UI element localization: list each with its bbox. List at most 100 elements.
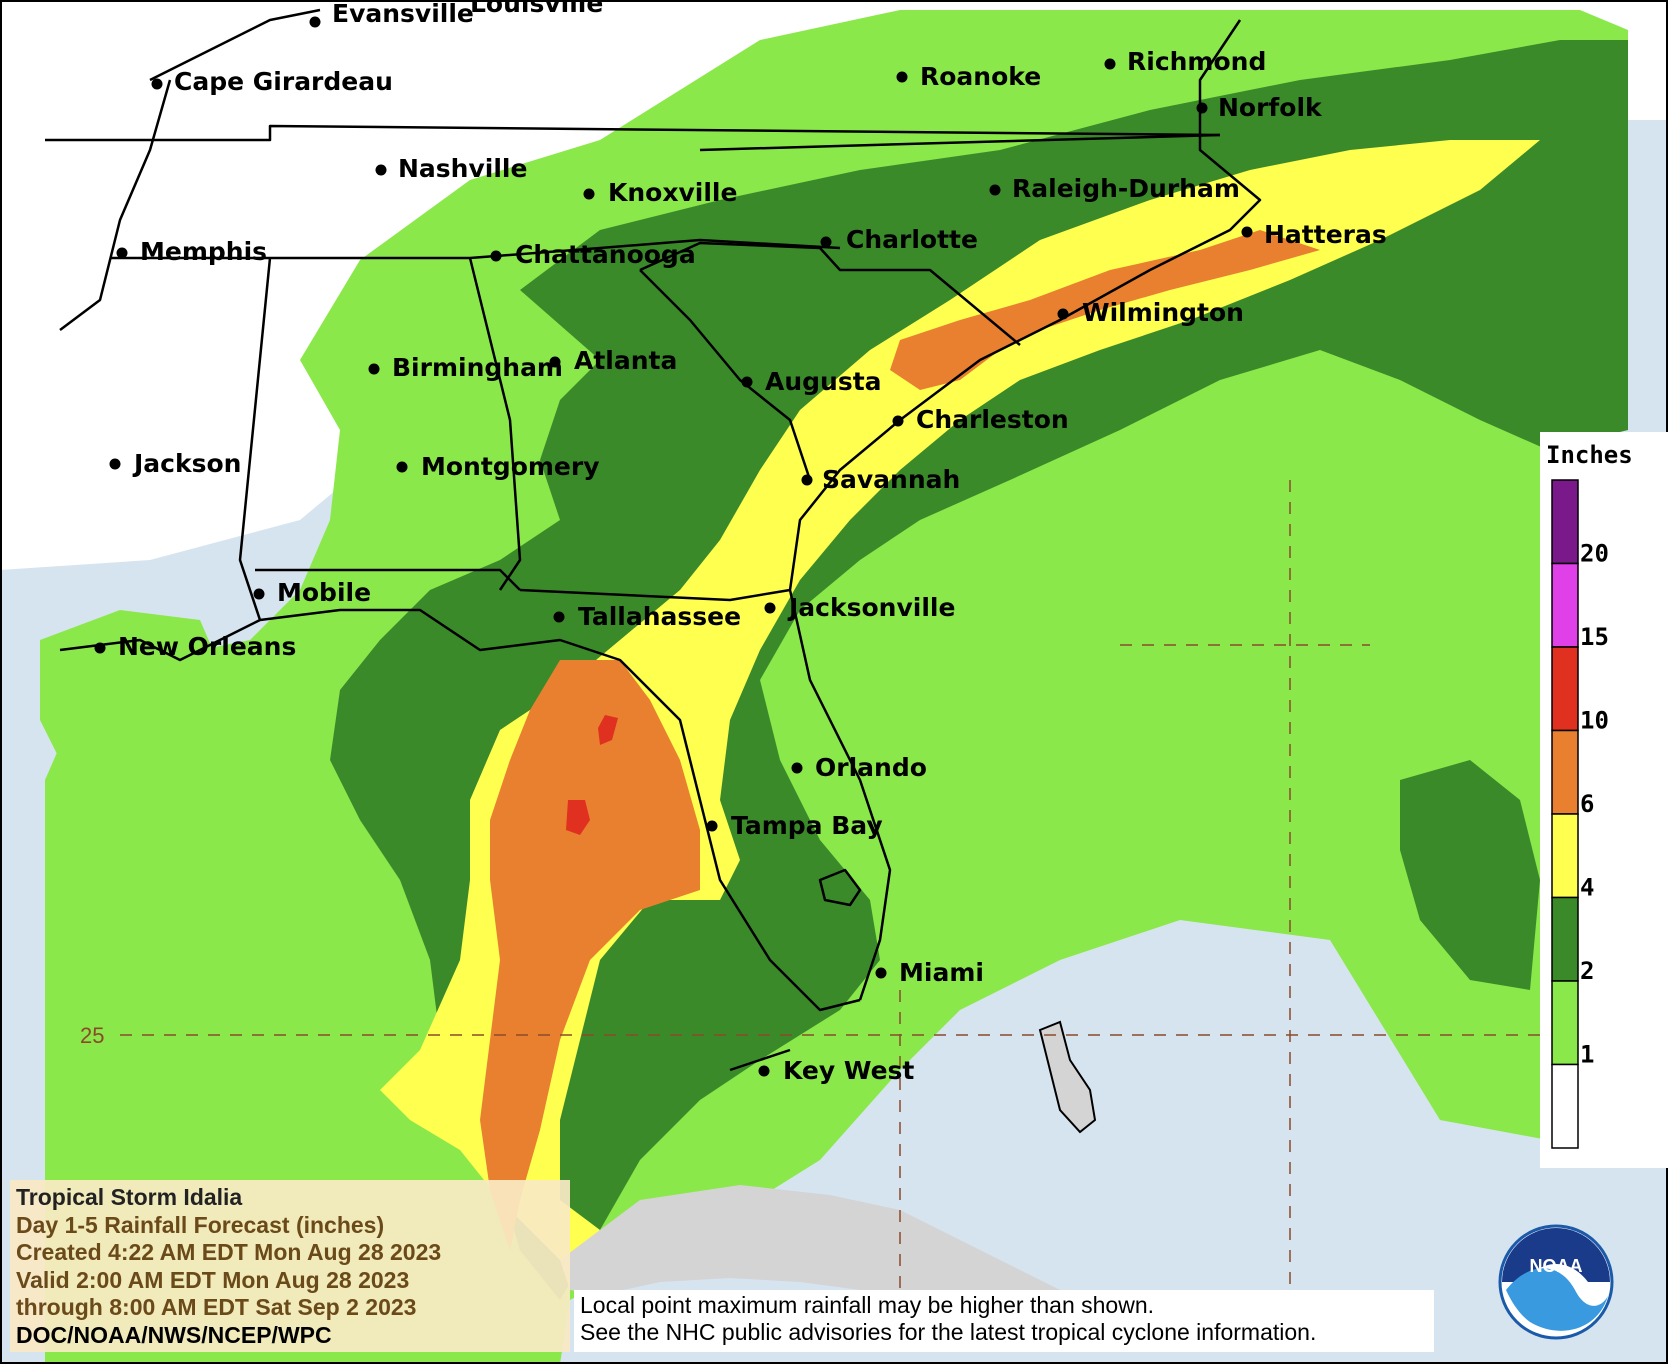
city-dot-tampa-bay xyxy=(706,820,718,832)
city-dot-chattanooga xyxy=(490,250,502,262)
gulf-coastline xyxy=(59,608,861,1012)
legend-color-bar xyxy=(1551,479,1579,1149)
legend-band xyxy=(1551,479,1579,565)
noaa-logo-top xyxy=(1502,1228,1610,1282)
city-dot-atlanta xyxy=(549,356,561,368)
city-label-hatteras: Hatteras xyxy=(1264,220,1387,249)
legend-ticks: 20 15 10 6 4 2 1 xyxy=(1580,540,1609,1069)
rain-10-15in-area xyxy=(598,715,618,745)
city-label-tallahassee: Tallahassee xyxy=(578,602,741,631)
boundaries xyxy=(45,8,1262,1072)
va-nc-border xyxy=(699,133,1221,152)
city-label-charleston: Charleston xyxy=(916,405,1069,434)
city-label-cape-girardeau: Cape Girardeau xyxy=(174,67,393,96)
city-label-augusta: Augusta xyxy=(765,367,882,396)
legend-tick-label: 15 xyxy=(1580,623,1609,651)
disclaimer-note: Local point maximum rainfall may be high… xyxy=(574,1290,1434,1352)
state-border-ga-sc xyxy=(639,269,812,481)
city-dot-roanoke xyxy=(896,71,908,83)
city-dot-richmond xyxy=(1104,58,1116,70)
city-dot-nashville xyxy=(375,164,387,176)
legend-tick-label: 6 xyxy=(1580,790,1594,818)
state-border-al-ga xyxy=(468,257,522,591)
city-dot-augusta xyxy=(741,376,753,388)
lake-okeechobee xyxy=(818,868,862,907)
city-label-tampa-bay: Tampa Bay xyxy=(731,811,883,840)
city-dot-charlotte xyxy=(820,236,832,248)
legend-band xyxy=(1551,562,1579,648)
storm-name: Tropical Storm Idalia xyxy=(16,1184,243,1210)
city-dot-new-orleans xyxy=(94,642,106,654)
city-label-charlotte: Charlotte xyxy=(846,225,978,254)
city-dot-knoxville xyxy=(583,188,595,200)
city-dot-hatteras xyxy=(1241,226,1253,238)
legend-band xyxy=(1551,646,1579,732)
disclaimer-line-2: See the NHC public advisories for the la… xyxy=(580,1319,1317,1345)
city-label-knoxville: Knoxville xyxy=(608,178,737,207)
city-label-richmond: Richmond xyxy=(1127,47,1266,76)
bahamas-island xyxy=(1038,1020,1097,1134)
city-dot-raleigh-durham xyxy=(989,184,1001,196)
city-dot-birmingham xyxy=(368,363,380,375)
city-label-evansville: Evansville xyxy=(332,0,474,28)
legend-title: Inches xyxy=(1546,441,1633,469)
city-dot-key-west xyxy=(758,1065,770,1077)
city-dot-jacksonville xyxy=(764,602,776,614)
city-dot-tallahassee xyxy=(553,611,565,623)
agency-credit: DOC/NOAA/NWS/NCEP/WPC xyxy=(16,1321,332,1348)
city-label-wilmington: Wilmington xyxy=(1082,298,1244,327)
created-time: Created 4:22 AM EDT Mon Aug 28 2023 xyxy=(16,1239,442,1265)
city-label-new-orleans: New Orleans xyxy=(118,632,296,661)
land-no-rain xyxy=(0,0,1668,570)
city-label-montgomery: Montgomery xyxy=(421,452,600,481)
city-label-memphis: Memphis xyxy=(140,237,267,266)
noaa-logo-bird xyxy=(1506,1268,1608,1331)
city-dot-montgomery xyxy=(396,461,408,473)
rain-2-4in-area xyxy=(1400,760,1540,990)
city-dot-mobile xyxy=(253,588,265,600)
city-label-miami: Miami xyxy=(899,958,984,987)
state-border-nc-sc xyxy=(639,241,1021,346)
noaa-logo: NOAA xyxy=(1498,1224,1614,1340)
city-dot-norfolk xyxy=(1196,102,1208,114)
valid-time: Valid 2:00 AM EDT Mon Aug 28 2023 xyxy=(16,1266,410,1293)
rain-10-15in-area xyxy=(566,800,590,835)
cuba-landmass xyxy=(560,1185,1080,1320)
city-dot-jackson xyxy=(109,458,121,470)
city-dot-wilmington xyxy=(1057,308,1069,320)
legend-tick-label: 4 xyxy=(1580,874,1594,902)
legend-tick-label: 10 xyxy=(1580,707,1609,735)
legend-band xyxy=(1551,980,1579,1066)
city-label-raleigh-durham: Raleigh-Durham xyxy=(1012,174,1240,203)
state-border-tn-south xyxy=(110,238,841,260)
noaa-logo-text: NOAA xyxy=(1530,1256,1583,1276)
disclaimer-line-1: Local point maximum rainfall may be high… xyxy=(580,1292,1155,1318)
mississippi-river xyxy=(59,79,172,331)
city-dot-miami xyxy=(875,967,887,979)
legend: Inches 20 15 10 6 4 2 1 xyxy=(1540,432,1668,1168)
legend-band xyxy=(1551,896,1579,982)
city-label-jacksonville: Jacksonville xyxy=(787,593,955,622)
city-label-chattanooga: Chattanooga xyxy=(515,240,696,269)
rain-2-4in-area xyxy=(330,40,1628,1300)
product-title: Day 1-5 Rainfall Forecast (inches) xyxy=(16,1211,385,1238)
city-dot-evansville xyxy=(309,16,321,28)
state-border-fl-al xyxy=(255,568,521,591)
city-label-savannah: Savannah xyxy=(822,465,960,494)
through-time: through 8:00 AM EDT Sat Sep 2 2023 xyxy=(16,1294,417,1320)
state-border-ms-al xyxy=(238,257,272,621)
city-label-roanoke: Roanoke xyxy=(920,62,1041,91)
city-label-mobile: Mobile xyxy=(277,578,371,607)
legend-band xyxy=(1551,813,1579,899)
legend-band xyxy=(1551,729,1579,815)
city-dot-memphis xyxy=(116,247,128,259)
legend-tick-label: 2 xyxy=(1580,957,1594,985)
ohio-river xyxy=(149,8,321,82)
city-markers: Evansville Louisville Cape Girardeau Roa… xyxy=(94,0,1387,1085)
city-label-jackson: Jackson xyxy=(132,449,241,478)
legend-tick-label: 20 xyxy=(1580,540,1609,568)
city-label-birmingham: Birmingham xyxy=(392,353,563,382)
latitude-label: 25 xyxy=(80,1023,104,1048)
